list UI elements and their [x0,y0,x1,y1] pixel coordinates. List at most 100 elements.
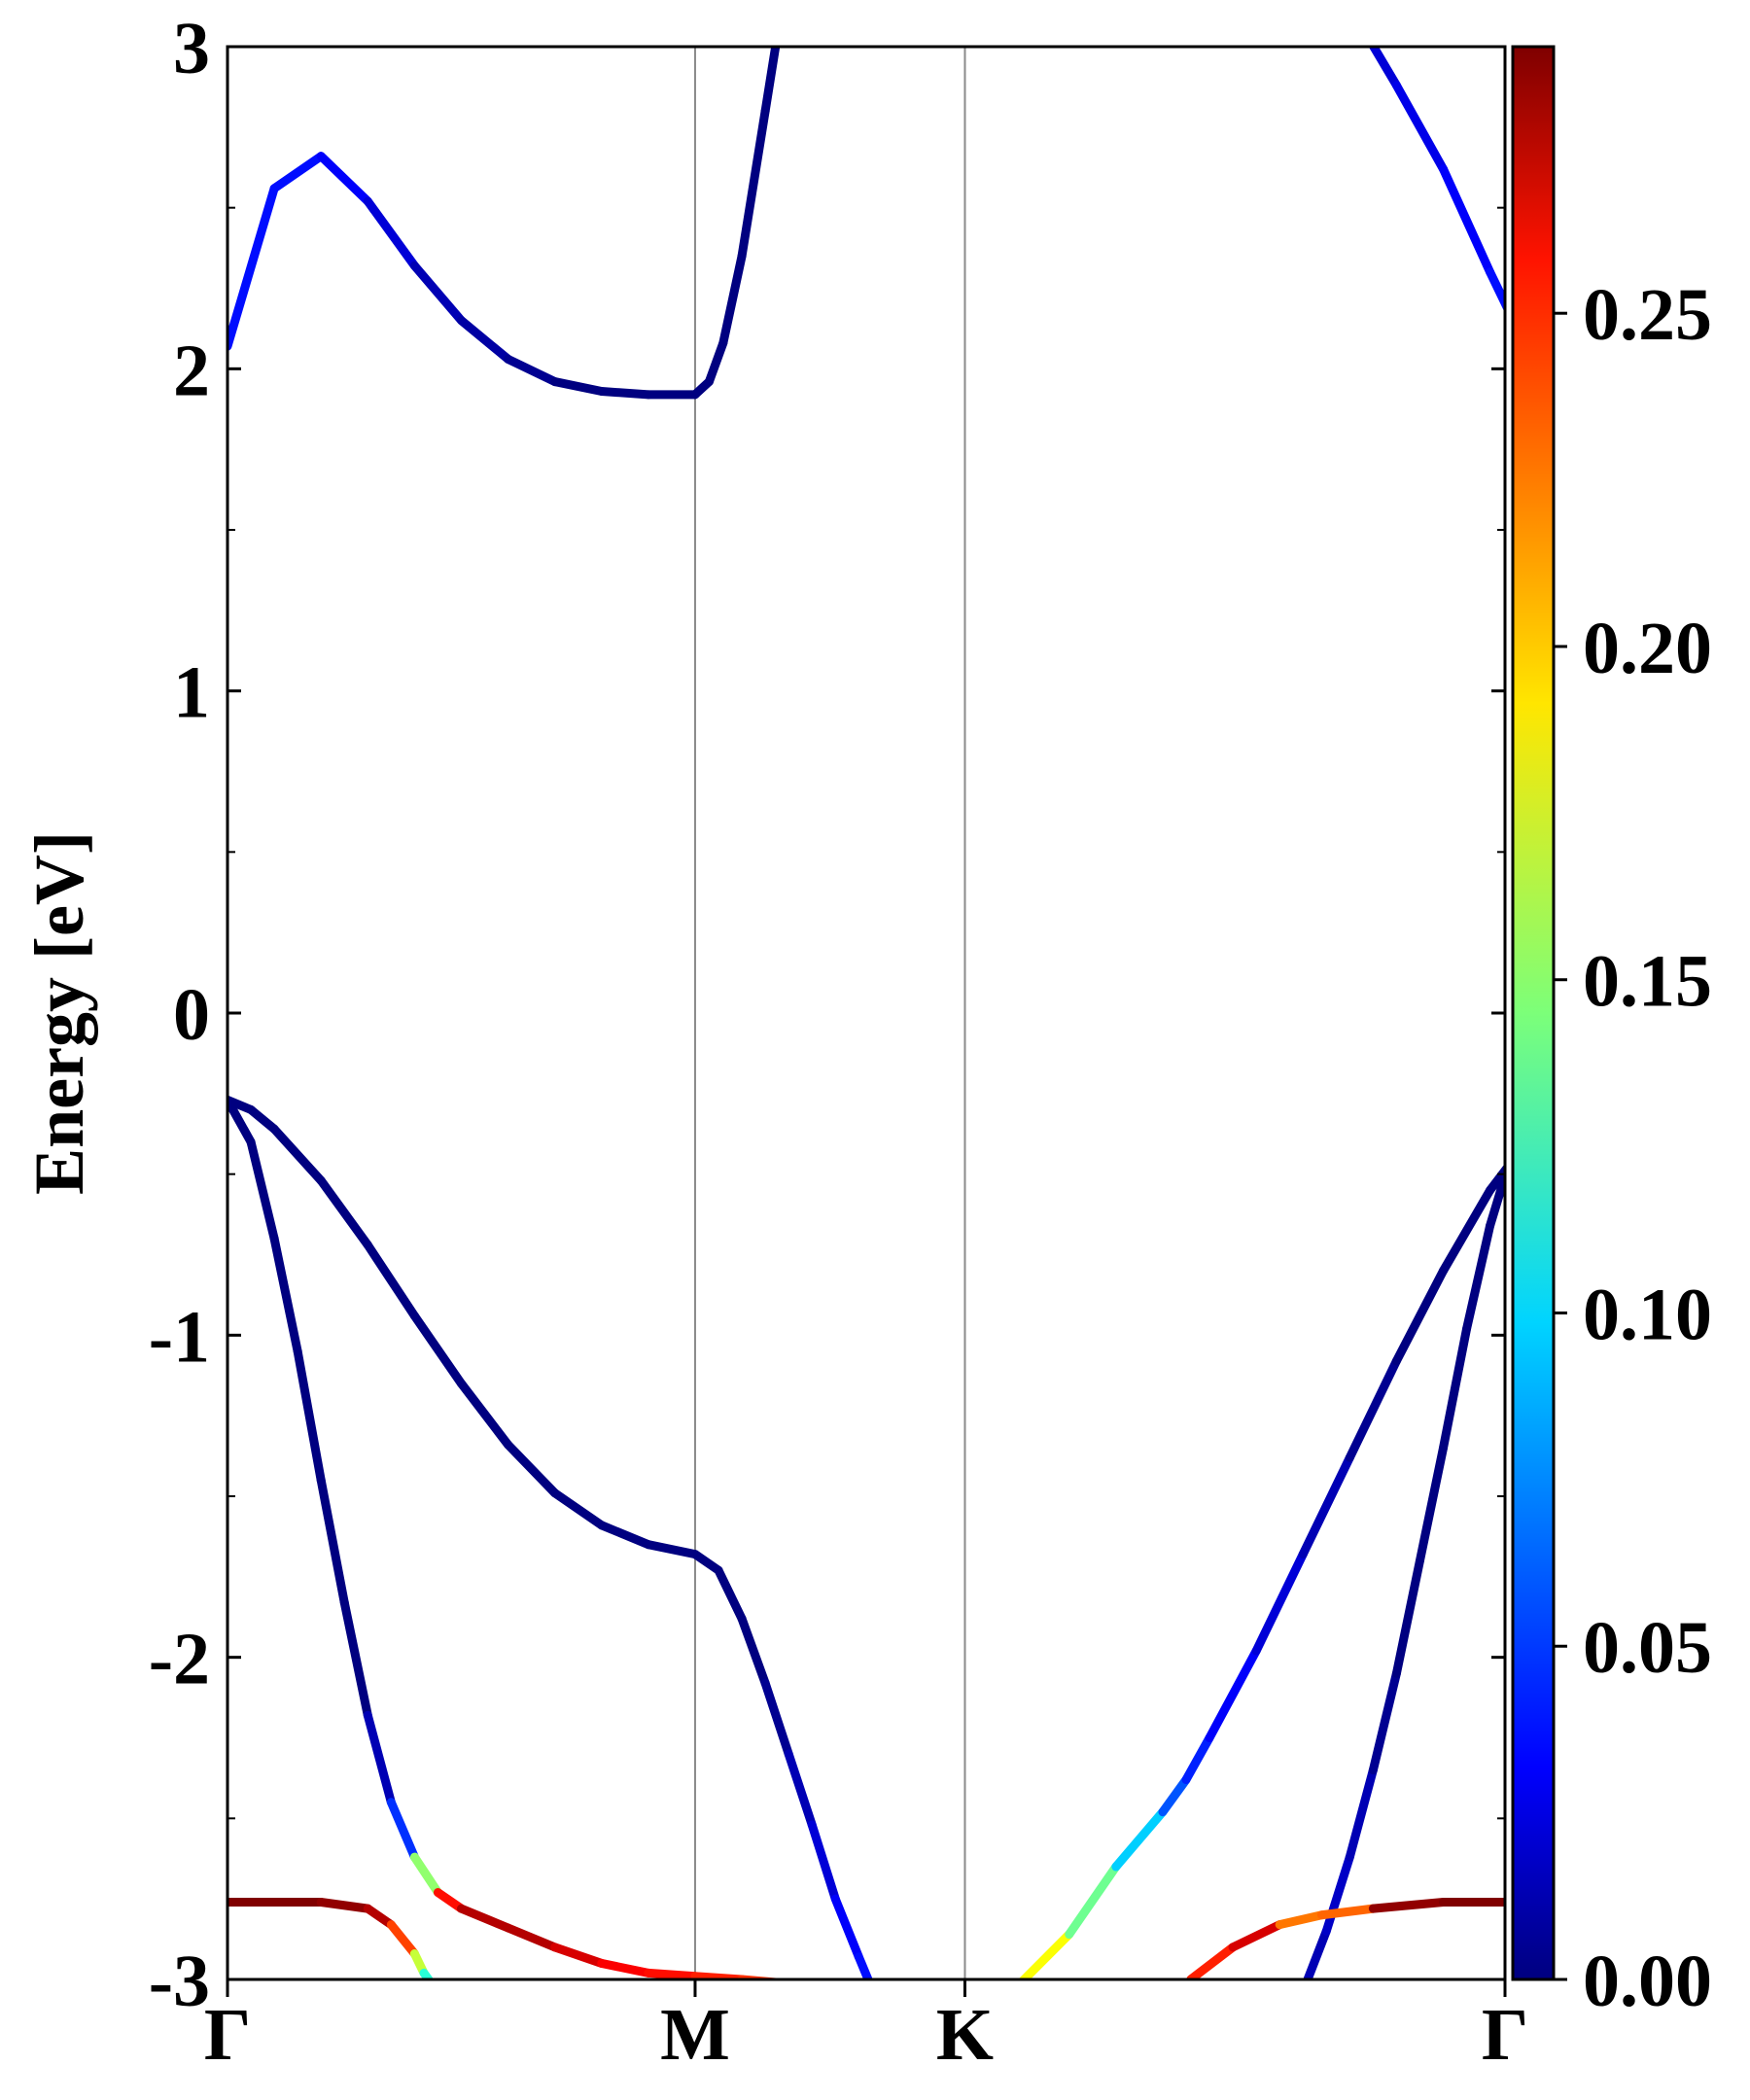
band-segment [704,338,728,387]
band-segment [456,316,513,364]
band-segment [293,1347,326,1485]
band-segment [550,1942,607,1968]
band-segment [1345,1356,1401,1462]
band-3 [228,1095,873,1979]
band-2 [1369,47,1505,314]
y-tick-label: -1 [149,1296,210,1378]
y-axis-label: Energy [eV] [20,831,98,1195]
band-segment [386,1798,419,1862]
band-segment [269,1124,326,1185]
band-segment [1181,1733,1214,1785]
x-tick-label: Γ [1482,1994,1528,2076]
high-symmetry-lines [693,47,966,1979]
band-segment [339,1597,372,1720]
band-segment [1368,1897,1449,1913]
band-segment [1303,1926,1331,1979]
band-segment [1415,1443,1449,1565]
band-segment [807,1820,840,1904]
colorbar-tick-label: 0.10 [1583,1274,1712,1355]
band-segment [1439,1185,1495,1276]
y-tick-label: 2 [173,330,210,411]
band-segment [1298,1452,1354,1559]
band-segment [550,377,607,397]
band-segment [760,1678,793,1759]
band-segment [269,152,326,193]
band-segment [409,1852,442,1898]
band-segment [718,251,747,348]
band-segment [737,1614,770,1688]
colorbar-ticks: 0.00 0.05 0.10 0.15 0.20 0.25 [1554,274,1712,2022]
band-segment [504,1440,560,1498]
band-segment [714,1565,747,1624]
y-tick-label: 3 [173,8,210,89]
band-segment [597,1521,653,1550]
band-segment [363,1904,396,1930]
band-segment [504,1923,560,1952]
band-segment [1462,1221,1495,1334]
y-tick-label: -2 [149,1619,210,1700]
band-segment [1018,1930,1074,1979]
band-segment [550,1488,607,1530]
band-segment [1439,1324,1472,1452]
plot-frame [226,45,1507,1981]
band-segment [1486,1161,1505,1231]
band-segment [1275,1910,1326,1930]
band-segment [854,1952,873,1979]
y-tick-label: 1 [173,652,210,734]
band-segment [316,1897,372,1913]
band-segment [760,47,781,116]
band-segment [269,1234,302,1356]
band-8 [1186,1897,1505,1979]
band-1 [228,47,781,400]
x-tick-label: Γ [204,1994,251,2076]
band-segment [433,1888,466,1913]
band-segment [644,1968,700,1979]
band-segment [1486,1163,1505,1195]
y-axis-ticks: -3 -2 -1 0 1 2 3 [149,8,1505,2022]
band-segment [228,1095,256,1147]
band-segment [363,1241,419,1320]
band-segment [246,1104,279,1134]
band-segment [456,1379,513,1450]
band-segment [409,1311,466,1388]
band-segment [1065,1862,1121,1940]
band-6 [1018,1163,1505,1979]
colorbar-tick-label: 0.05 [1583,1607,1712,1689]
band-segment [1391,81,1449,174]
band-segment [1158,1775,1191,1817]
band-segment [316,1475,349,1607]
band-segment [246,1138,279,1243]
band-segment [1205,1646,1261,1742]
colorbar-tick-label: 0.15 [1583,941,1712,1023]
colorbar [1511,45,1556,1981]
band-segment [1439,164,1495,277]
band-segment [1321,1852,1354,1936]
band-segment [386,1920,419,1958]
band-segment [830,1894,863,1962]
band-segment [597,1958,653,1978]
y-tick-label: 0 [173,974,210,1056]
band-segment [1228,1920,1284,1952]
band-segment [363,196,419,270]
band-5 [228,1897,434,1979]
band-segment [690,1550,723,1575]
band-segment [409,261,466,326]
band-segment [316,1175,372,1250]
band-segment [316,152,372,206]
colorbar-tick-label: 0.20 [1583,608,1712,689]
band-7 [1303,1161,1505,1979]
y-tick-label: -3 [149,1941,210,2022]
band-4 [228,1095,793,1979]
band-segment [737,106,770,261]
band-segment [597,387,653,400]
band-segment [1111,1807,1168,1872]
band-segment [363,1710,396,1807]
band-segment [1369,47,1401,90]
bands [228,47,1505,1979]
band-segment [1251,1550,1308,1656]
band-segment [1391,1556,1424,1678]
band-segment [1345,1766,1378,1862]
band-segment [1316,1904,1378,1920]
band-segment [1368,1668,1401,1775]
